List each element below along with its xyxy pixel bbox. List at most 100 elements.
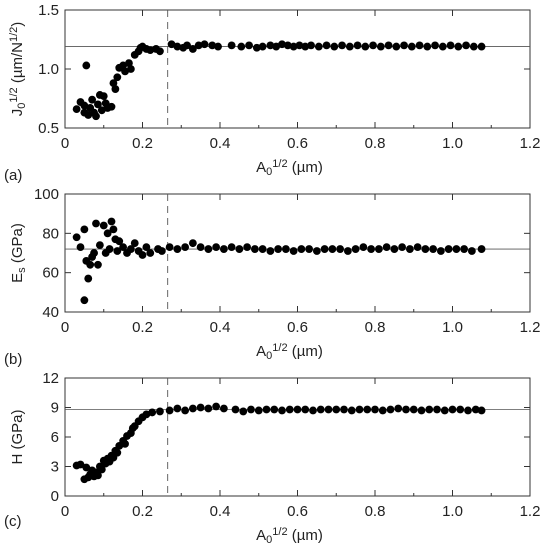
data-point [448, 405, 457, 414]
data-point [188, 404, 197, 413]
data-point [433, 405, 441, 414]
data-point [374, 245, 383, 253]
data-point [444, 245, 453, 253]
data-point [111, 85, 120, 93]
data-point [285, 405, 294, 414]
x-axis-label: A01/2 (µm) [256, 158, 323, 178]
data-point [369, 41, 377, 50]
data-point [278, 40, 286, 49]
x-tick-label: 1.0 [442, 319, 463, 336]
data-point [99, 221, 108, 230]
data-point [165, 243, 174, 252]
y-axis-label-ylabel-unit: (µm/N [9, 42, 26, 87]
data-point [115, 237, 124, 246]
data-point [382, 243, 391, 252]
data-point [462, 41, 470, 50]
data-point [231, 405, 240, 414]
x-tick-label: 0.4 [210, 319, 231, 336]
data-point [355, 405, 364, 414]
data-point [378, 406, 387, 415]
data-point [72, 233, 81, 242]
data-point [392, 42, 401, 51]
x-axis-label-xlabel-sub: 0 [266, 534, 272, 546]
data-point [469, 42, 478, 51]
data-point [247, 405, 255, 414]
x-axis-label-xlabel-unit: (µm) [288, 159, 323, 176]
data-point [371, 405, 379, 414]
data-point [92, 112, 100, 121]
data-point [330, 42, 339, 51]
data-point [105, 245, 114, 253]
data-point [183, 41, 191, 50]
data-point [367, 245, 376, 253]
data-point [429, 245, 438, 253]
x-axis-label-xlabel-sub: 0 [266, 166, 272, 178]
data-point [76, 243, 85, 252]
data-point [460, 245, 469, 253]
data-point [431, 41, 439, 50]
x-axis-label-xlabel-sub: 0 [266, 350, 272, 362]
y-tick-label: 40 [42, 304, 59, 321]
data-point [76, 460, 85, 469]
data-point [384, 41, 393, 50]
data-point [295, 41, 304, 50]
data-point [340, 405, 348, 414]
y-axis-label-ylabel-sup: 1/2 [8, 87, 20, 102]
data-point [156, 407, 164, 416]
data-point [254, 406, 263, 415]
data-point [324, 405, 333, 414]
data-point [438, 42, 447, 51]
x-axis-label: A01/2 (µm) [256, 342, 323, 362]
data-point [322, 41, 331, 50]
data-point [200, 40, 209, 49]
data-point [109, 79, 118, 88]
data-point [208, 41, 217, 50]
y-axis-label-ylabel-sub: s [16, 267, 28, 273]
data-point [94, 471, 102, 480]
data-point [314, 42, 323, 51]
x-tick-label: 1.2 [520, 503, 541, 520]
data-point [409, 405, 418, 414]
data-point [119, 243, 128, 252]
data-point [109, 225, 118, 234]
x-tick-label: 0.4 [210, 503, 231, 520]
data-point [113, 73, 122, 82]
y-tick-label: 60 [42, 265, 59, 282]
data-point [126, 65, 135, 73]
panel-label: (a) [4, 167, 22, 184]
y-axis-label-ylabel-main: H [9, 454, 26, 465]
data-point [347, 406, 356, 415]
data-point [266, 247, 275, 255]
x-tick-label: 1.0 [442, 503, 463, 520]
data-point [82, 61, 91, 70]
x-axis-label-xlabel-main: A [256, 527, 266, 544]
y-axis-label-ylabel-unit-end: ) [9, 22, 26, 27]
x-tick-label: 0.6 [287, 503, 308, 520]
data-point [258, 245, 267, 253]
data-point [376, 42, 385, 51]
data-point [94, 260, 102, 269]
x-tick-label: 1.0 [442, 135, 463, 152]
data-point [95, 241, 104, 250]
y-axis-label-ylabel-main: J [9, 109, 26, 117]
data-point [227, 243, 236, 252]
y-axis-label: Es (GPa) [9, 223, 28, 283]
y-tick-label: 1.5 [38, 2, 59, 19]
x-tick-label: 0 [61, 319, 69, 336]
data-point [386, 405, 395, 414]
data-point [126, 245, 135, 253]
data-point [121, 439, 129, 448]
y-axis-label-ylabel-unit: (GPa) [9, 409, 26, 453]
data-point [471, 405, 480, 414]
data-point [423, 42, 432, 51]
data-point [235, 245, 244, 253]
data-point [274, 245, 283, 253]
data-point [361, 42, 370, 51]
x-axis-label-xlabel-main: A [256, 159, 266, 176]
data-point [283, 41, 292, 50]
x-tick-label: 0 [61, 135, 69, 152]
data-point [297, 245, 306, 253]
